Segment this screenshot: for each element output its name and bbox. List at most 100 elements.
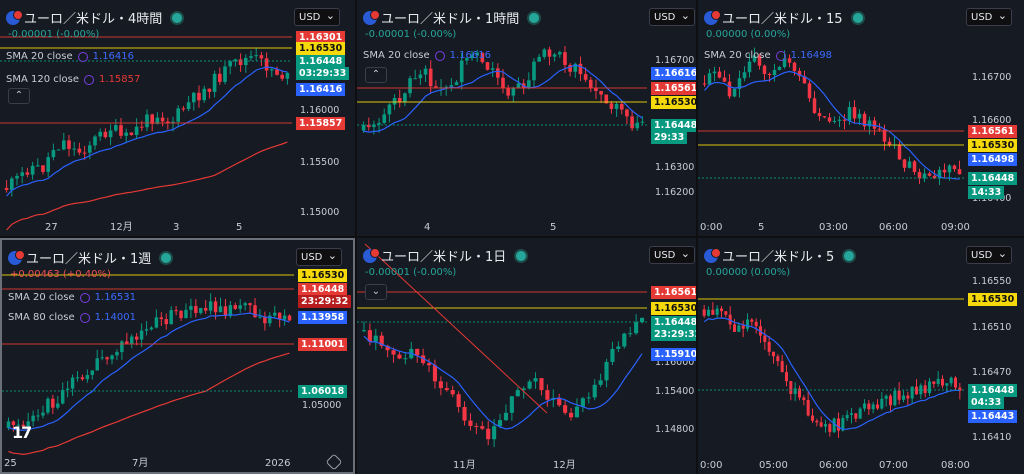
symbol-header[interactable]: ユーロ／米ドル・4時間 — [6, 8, 185, 27]
candle — [486, 428, 491, 440]
sma-line-blue — [363, 64, 643, 133]
candle — [819, 422, 823, 427]
candle — [189, 305, 193, 310]
collapse-legend-button[interactable]: ⌃ — [8, 88, 30, 104]
indicator-settings-icon[interactable] — [79, 292, 90, 303]
candle — [418, 74, 423, 79]
collapse-legend-button[interactable]: ⌃ — [365, 67, 387, 83]
candle — [408, 78, 412, 94]
candle — [599, 91, 603, 95]
price-plot[interactable] — [698, 238, 1024, 474]
candle — [103, 131, 108, 138]
symbol-header[interactable]: ユーロ／米ドル・1時間 — [363, 8, 542, 27]
symbol-title: ユーロ／米ドル・5 — [722, 250, 835, 265]
price-change: -0.00001 (-0.00%) — [365, 267, 457, 278]
candle — [125, 341, 129, 344]
chart-panel-p5[interactable]: ユーロ／米ドル・5 0.00000 (0.00%) USD 1.16550 1.1651… — [698, 238, 1024, 474]
price-plot[interactable] — [0, 0, 355, 236]
candle — [527, 381, 532, 389]
chart-panel-p4h[interactable]: ユーロ／米ドル・4時間 -0.00001 (-0.00%) SMA 20 close… — [0, 0, 355, 236]
candle — [253, 305, 257, 318]
candle — [16, 424, 21, 426]
symbol-header[interactable]: ユーロ／米ドル・1週 — [8, 248, 174, 267]
candle — [207, 88, 212, 92]
candle — [164, 319, 168, 325]
trend-line[interactable] — [364, 243, 548, 414]
indicator-settings-icon[interactable] — [775, 50, 786, 61]
chart-panel-p1d[interactable]: ユーロ／米ドル・1日-0.00001 (-0.00%)⌄USD1.170001.… — [357, 238, 696, 474]
currency-select[interactable]: USD — [649, 246, 695, 264]
chart-panel-p1h[interactable]: ユーロ／米ドル・1時間 -0.00001 (-0.00%) SMA 20 close… — [357, 0, 696, 236]
x-axis-label: 08:00 — [941, 460, 970, 471]
symbol-header[interactable]: ユーロ／米ドル・1日 — [363, 246, 529, 265]
candle — [832, 418, 836, 433]
chart-panel-p1w[interactable]: ユーロ／米ドル・1週 +0.00463 (+0.40%) SMA 20 close 1… — [0, 238, 355, 474]
price-tag: 1.16448 — [651, 316, 696, 329]
symbol-title: ユーロ／米ドル・1日 — [381, 250, 507, 265]
symbol-header[interactable]: ユーロ／米ドル・15 — [704, 8, 865, 27]
candle — [179, 310, 183, 319]
candle — [174, 310, 178, 312]
candle — [604, 361, 609, 381]
indicator-legend[interactable]: SMA 20 close 1.16531 — [8, 292, 136, 303]
tradingview-logo-icon[interactable]: 17 — [12, 423, 32, 442]
candle — [238, 59, 243, 66]
indicator-legend[interactable]: SMA 20 close 1.16616 — [363, 50, 491, 61]
candle — [862, 113, 867, 127]
candle — [563, 405, 568, 413]
price-tag: 1.16448 — [968, 384, 1018, 397]
eurusd-flag-icon — [704, 247, 721, 263]
indicator-legend[interactable]: SMA 120 close 1.15857 — [6, 74, 140, 85]
indicator-settings-icon[interactable] — [434, 50, 445, 61]
candle — [382, 114, 387, 123]
indicator-legend[interactable]: SMA 20 close 1.16416 — [6, 51, 134, 62]
candle — [450, 390, 455, 395]
candle — [711, 309, 715, 315]
y-axis-label: 1.16600 — [972, 115, 1012, 126]
candle — [634, 322, 639, 334]
indicator-legend[interactable]: SMA 80 close 1.14001 — [8, 312, 136, 323]
currency-select[interactable]: USD — [649, 8, 695, 26]
currency-select[interactable]: USD — [296, 248, 342, 266]
price-plot[interactable] — [357, 238, 696, 474]
candle — [516, 83, 521, 88]
price-tag: 1.16530 — [651, 302, 696, 315]
price-plot[interactable] — [357, 0, 696, 236]
price-plot[interactable] — [2, 240, 355, 474]
candle — [737, 78, 742, 89]
candle — [897, 390, 901, 400]
currency-select[interactable]: USD — [294, 8, 340, 26]
indicator-legend[interactable]: SMA 20 close 1.16498 — [704, 50, 832, 61]
chart-panel-p15[interactable]: ユーロ／米ドル・15 0.00000 (0.00%) SMA 20 close 1.1… — [698, 0, 1024, 236]
price-tag: 1.16448 — [296, 55, 346, 68]
candle — [100, 357, 104, 359]
candle — [787, 58, 792, 63]
candle — [415, 348, 420, 356]
price-change: -0.00001 (-0.00%) — [8, 29, 100, 40]
candle — [470, 55, 474, 59]
expand-legend-button[interactable]: ⌄ — [365, 284, 387, 300]
candle — [622, 333, 627, 347]
currency-select[interactable]: USD — [966, 246, 1012, 264]
candle — [828, 424, 832, 433]
candle — [46, 157, 51, 172]
candle — [233, 59, 238, 62]
symbol-header[interactable]: ユーロ／米ドル・5 — [704, 246, 857, 265]
currency-select[interactable]: USD — [966, 8, 1012, 26]
candle — [77, 148, 82, 153]
indicator-settings-icon[interactable] — [79, 312, 90, 323]
y-axis-label: 1.16200 — [655, 187, 695, 198]
candle — [936, 378, 940, 384]
indicator-settings-icon[interactable] — [84, 74, 95, 85]
x-axis-label: 5 — [550, 222, 557, 233]
candle — [628, 333, 633, 335]
y-axis-label: 1.16410 — [972, 432, 1012, 443]
candle — [902, 159, 907, 168]
candle — [776, 356, 780, 362]
candle — [31, 415, 35, 422]
x-axis-label: 5 — [236, 222, 243, 233]
indicator-settings-icon[interactable] — [77, 51, 88, 62]
price-plot[interactable] — [698, 0, 1024, 236]
sma-line-blue — [363, 335, 643, 430]
candle — [391, 350, 396, 355]
